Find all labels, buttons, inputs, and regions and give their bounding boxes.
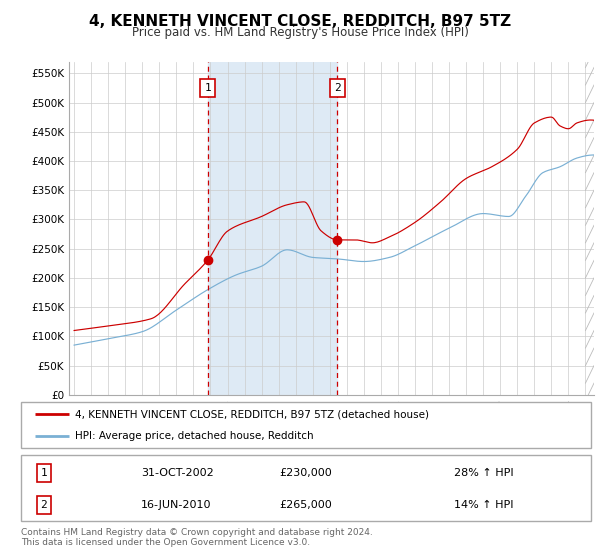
Text: 4, KENNETH VINCENT CLOSE, REDDITCH, B97 5TZ (detached house): 4, KENNETH VINCENT CLOSE, REDDITCH, B97 … <box>75 409 429 419</box>
Text: 1: 1 <box>204 83 211 93</box>
Text: HPI: Average price, detached house, Redditch: HPI: Average price, detached house, Redd… <box>75 431 314 441</box>
Text: £230,000: £230,000 <box>280 468 332 478</box>
Text: Contains HM Land Registry data © Crown copyright and database right 2024.
This d: Contains HM Land Registry data © Crown c… <box>21 528 373 547</box>
Text: 2: 2 <box>40 500 47 510</box>
Text: 14% ↑ HPI: 14% ↑ HPI <box>454 500 514 510</box>
Bar <box>208 62 337 395</box>
Text: 1: 1 <box>40 468 47 478</box>
Text: 2: 2 <box>334 83 341 93</box>
Text: 31-OCT-2002: 31-OCT-2002 <box>140 468 214 478</box>
Text: £265,000: £265,000 <box>280 500 332 510</box>
Text: 28% ↑ HPI: 28% ↑ HPI <box>454 468 514 478</box>
Text: Price paid vs. HM Land Registry's House Price Index (HPI): Price paid vs. HM Land Registry's House … <box>131 26 469 39</box>
Text: 4, KENNETH VINCENT CLOSE, REDDITCH, B97 5TZ: 4, KENNETH VINCENT CLOSE, REDDITCH, B97 … <box>89 14 511 29</box>
Text: 16-JUN-2010: 16-JUN-2010 <box>140 500 211 510</box>
